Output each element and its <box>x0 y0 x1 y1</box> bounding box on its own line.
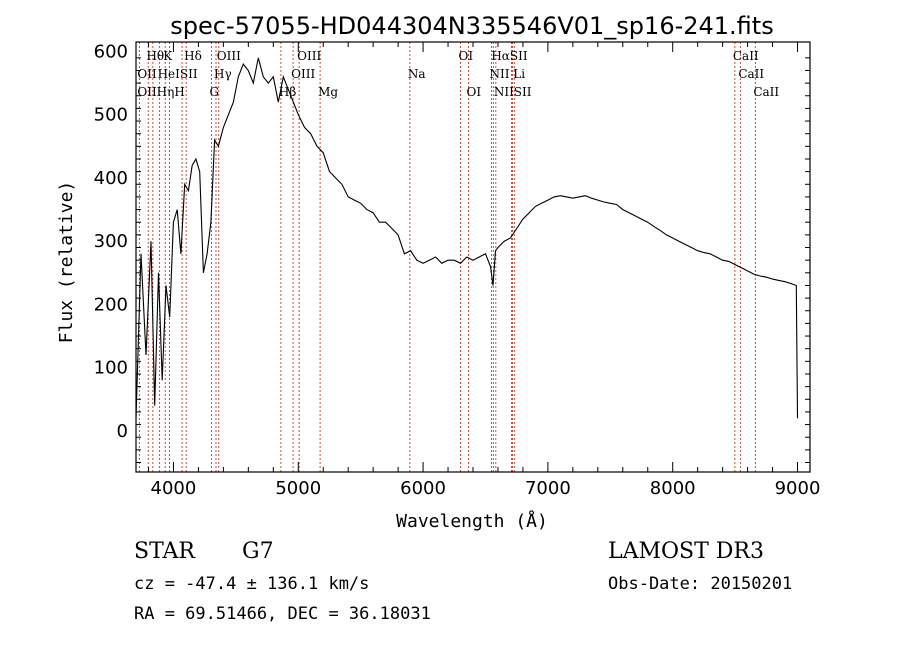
line-label: Na <box>408 67 426 81</box>
line-label: OIII <box>297 49 321 63</box>
line-label: HeISII <box>158 67 198 81</box>
y-tick-label: 200 <box>94 294 128 315</box>
line-label: NIISII <box>494 85 532 99</box>
x-tick-label: 7000 <box>525 478 571 499</box>
line-label: Mg <box>318 85 338 99</box>
chart-title: spec-57055-HD044304N335546V01_sp16-241.f… <box>170 12 773 40</box>
spectral-line-labels: Hθ K Hδ OIII OIII OI HαSII CaII OII HeISII Hγ OIII N… <box>137 49 779 99</box>
y-tick-label: 400 <box>94 168 128 189</box>
y-tick-label: 0 <box>117 421 128 442</box>
x-tick-label: 9000 <box>775 478 821 499</box>
x-tick-label: 8000 <box>650 478 696 499</box>
x-axis-label: Wavelength (Å) <box>396 510 548 532</box>
line-label: OIII <box>291 67 315 81</box>
spectrum-series <box>135 57 799 419</box>
line-label: CaII <box>753 85 779 99</box>
line-label: OI <box>459 49 474 63</box>
line-label: OII <box>137 67 157 81</box>
line-label: NII Li <box>489 67 525 81</box>
x-tick-label: 5000 <box>275 478 321 499</box>
observation-date: Obs-Date: 20150201 <box>608 574 792 594</box>
coordinates: RA = 69.51466, DEC = 36.18031 <box>134 604 431 624</box>
line-label: HαSII <box>491 49 528 63</box>
line-label: Hδ <box>184 49 202 63</box>
y-tick-label: 100 <box>94 358 128 379</box>
y-tick-label: 600 <box>94 41 128 62</box>
y-tick-label: 500 <box>94 105 128 126</box>
x-tick-label: 6000 <box>400 478 446 499</box>
line-label: K <box>163 49 173 63</box>
x-tick-label: 4000 <box>151 478 197 499</box>
line-label: CaII <box>738 67 764 81</box>
y-tick-label: 300 <box>94 231 128 252</box>
line-label: OIIHηH <box>137 85 184 99</box>
spectral-subclass: G7 <box>242 539 274 564</box>
y-axis-label: Flux (relative) <box>56 181 77 344</box>
object-type: STAR <box>134 539 196 564</box>
plot-frame <box>135 41 811 473</box>
line-label: Hβ <box>279 85 296 99</box>
line-label: Hθ <box>146 49 164 63</box>
x-axis-ticks: 4000 5000 6000 7000 8000 9000 <box>147 42 821 499</box>
line-label: G <box>210 85 220 99</box>
redshift-velocity: cz = -47.4 ± 136.1 km/s <box>134 574 369 594</box>
line-label: OIII <box>217 49 241 63</box>
y-axis-ticks: 0 100 200 300 400 500 600 <box>94 41 810 464</box>
survey-name: LAMOST DR3 <box>608 539 764 564</box>
line-label: OI <box>467 85 482 99</box>
line-label: CaII <box>733 49 759 63</box>
line-label: Hγ <box>214 67 232 81</box>
